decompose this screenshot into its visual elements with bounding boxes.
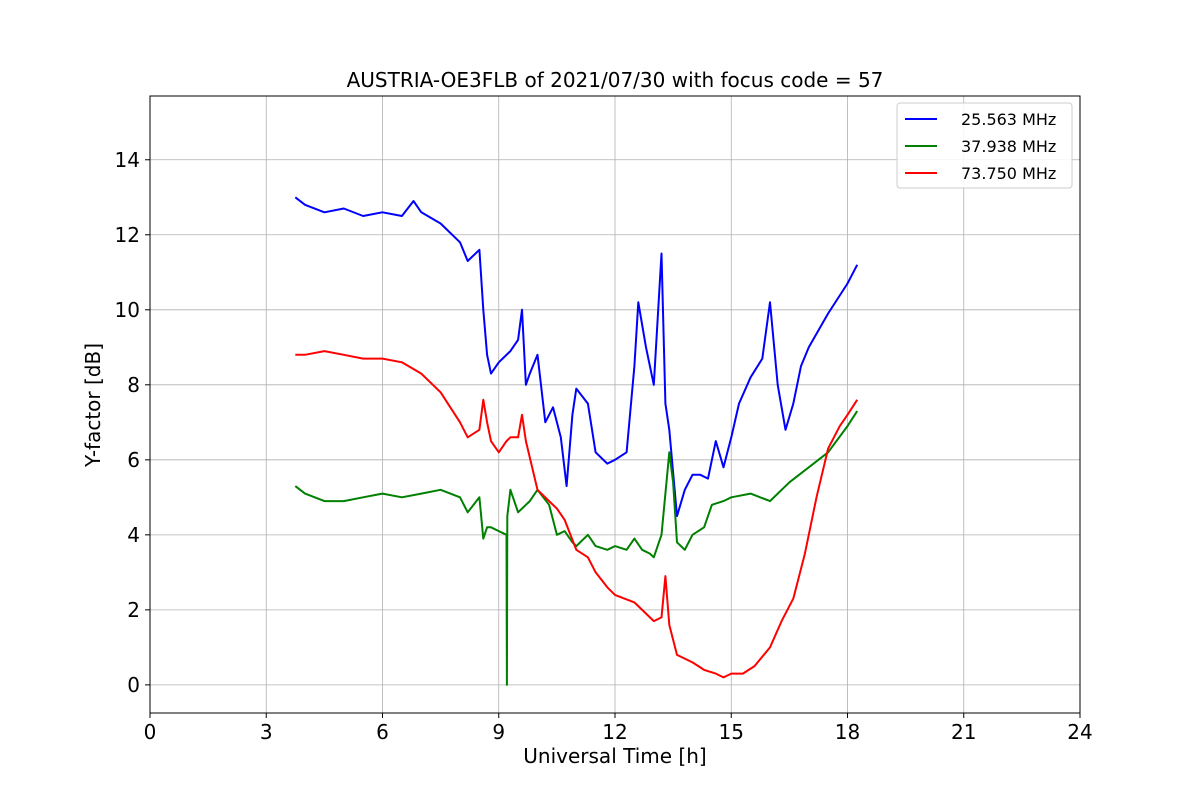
y-tick-label: 2 xyxy=(127,598,140,622)
chart-title: AUSTRIA-OE3FLB of 2021/07/30 with focus … xyxy=(347,68,884,92)
series-line-3 xyxy=(295,350,859,679)
y-tick-label: 6 xyxy=(127,448,140,472)
x-tick-label: 9 xyxy=(492,720,505,744)
legend: 25.563 MHz 37.938 MHz 73.750 MHz xyxy=(896,102,1073,189)
legend-label: 73.750 MHz xyxy=(961,164,1056,183)
y-tick-label: 8 xyxy=(127,373,140,397)
legend-box xyxy=(896,102,1073,189)
x-tick-label: 3 xyxy=(260,720,273,744)
x-axis-label: Universal Time [h] xyxy=(523,744,706,768)
legend-label: 25.563 MHz xyxy=(961,110,1056,129)
plot-area xyxy=(294,196,859,686)
x-tick-label: 21 xyxy=(951,720,976,744)
x-tick-label: 18 xyxy=(835,720,860,744)
x-tick-label: 12 xyxy=(602,720,627,744)
x-tick-label: 6 xyxy=(376,720,389,744)
x-tick-label: 15 xyxy=(719,720,744,744)
y-tick-label: 4 xyxy=(127,523,140,547)
y-tick-label: 12 xyxy=(115,223,140,247)
x-tick-label: 0 xyxy=(144,720,157,744)
legend-label: 37.938 MHz xyxy=(961,137,1056,156)
y-tick-label: 0 xyxy=(127,673,140,697)
x-tick-label: 24 xyxy=(1067,720,1092,744)
y-tick-label: 14 xyxy=(115,148,140,172)
series-line-1 xyxy=(294,196,859,518)
y-tick-label: 10 xyxy=(115,298,140,322)
y-axis-label: Y-factor [dB] xyxy=(81,343,105,468)
